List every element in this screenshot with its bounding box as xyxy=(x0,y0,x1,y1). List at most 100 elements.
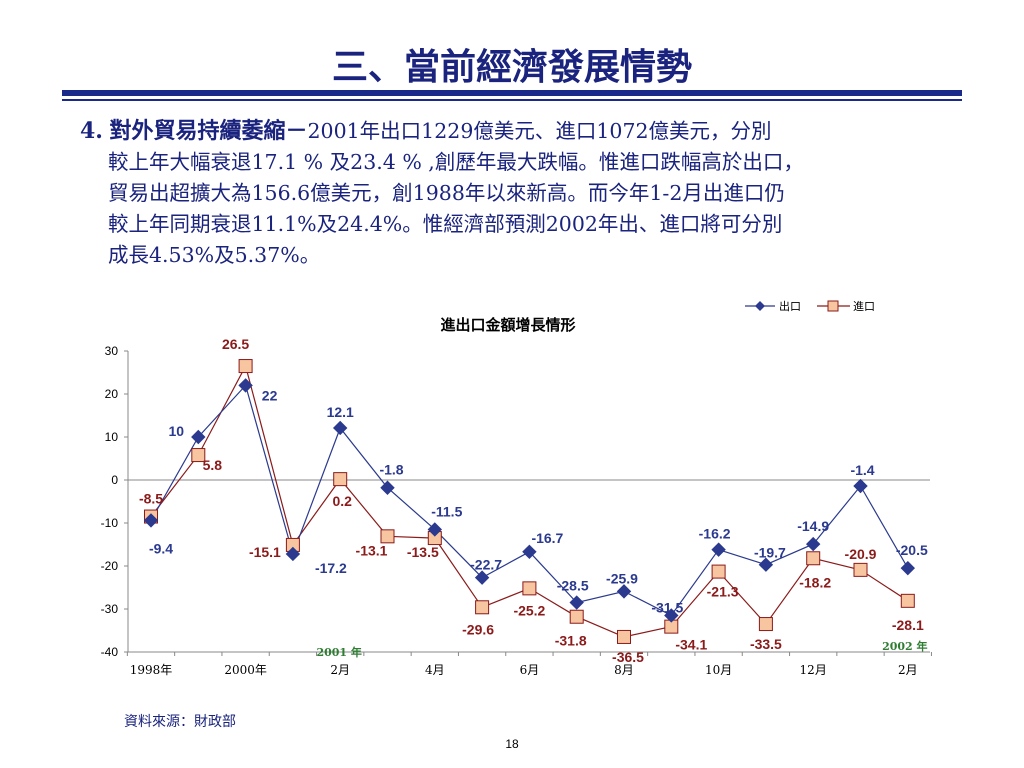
import-point xyxy=(380,529,395,544)
export-point xyxy=(711,542,726,557)
export-data-label: -22.7 xyxy=(470,557,502,573)
paragraph-line-4: 較上年同期衰退11.1%及24.4%。惟經濟部預測2002年出、進口將可分別 xyxy=(108,212,783,236)
paragraph-line-3: 貿易出超擴大為156.6億美元，創1988年以來新高。而今年1-2月出進口仍 xyxy=(108,181,785,205)
y-tick-label: 20 xyxy=(105,387,119,401)
import-data-label: -13.1 xyxy=(356,542,388,558)
trade-growth-chart: 進出口金額增長情形 30 20 10 0 -10 -20 -30 -40 1998年 2000年 2月… xyxy=(101,299,932,677)
slide-title: 三、當前經濟發展情勢 xyxy=(331,46,692,88)
import-point xyxy=(522,581,537,596)
export-data-label: -31.5 xyxy=(651,599,683,615)
export-data-label: -16.7 xyxy=(531,530,563,546)
year-annotation-2002: 2002 年 xyxy=(882,639,927,653)
export-data-label: -17.2 xyxy=(315,560,347,576)
export-point xyxy=(380,480,395,495)
import-data-label: -15.1 xyxy=(249,544,281,560)
title-underline-thin xyxy=(62,99,962,101)
legend-export-label: 出口 xyxy=(779,299,801,313)
import-point xyxy=(711,564,726,579)
export-data-label: 10 xyxy=(169,423,185,439)
export-data-label: -14.9 xyxy=(797,518,829,534)
export-point xyxy=(191,429,206,445)
paragraph-line-5: 成長4.53%及5.37%。 xyxy=(108,243,321,267)
export-point xyxy=(616,584,632,599)
y-tick-label: 30 xyxy=(105,344,119,358)
import-point xyxy=(617,629,631,644)
import-data-label: -20.9 xyxy=(845,546,877,562)
y-tick-label: -40 xyxy=(101,645,119,659)
import-data-label: -34.1 xyxy=(675,637,707,653)
export-point xyxy=(474,570,490,585)
export-data-label: 22 xyxy=(262,387,278,403)
export-point xyxy=(332,420,348,436)
export-series-line xyxy=(150,384,909,617)
export-data-label: -25.9 xyxy=(606,570,638,586)
import-data-label: -21.3 xyxy=(707,584,739,600)
page-number: 18 xyxy=(505,737,519,751)
export-data-label: -1.8 xyxy=(379,462,403,478)
y-tick-label: -10 xyxy=(101,516,119,530)
export-point xyxy=(427,522,443,537)
paragraph-text: 2001年出口1229億美元、進口1072億美元，分別 xyxy=(307,119,772,143)
export-data-label: -16.2 xyxy=(699,526,731,542)
legend-export-marker xyxy=(755,301,765,311)
export-point xyxy=(238,378,253,393)
import-series-line xyxy=(150,364,909,638)
legend-import-label: 進口 xyxy=(853,300,875,313)
legend-import-marker xyxy=(827,300,839,312)
section-number: 4. xyxy=(80,118,103,144)
import-point xyxy=(333,472,348,487)
source-note: 資料來源：財政部 xyxy=(124,714,236,730)
export-data-label: -20.5 xyxy=(896,542,928,558)
import-data-label: -8.5 xyxy=(139,491,163,507)
import-point xyxy=(900,593,915,608)
y-tick-label: 0 xyxy=(111,473,118,487)
export-point xyxy=(805,536,821,552)
import-data-label: -33.5 xyxy=(750,636,782,652)
import-data-label: 26.5 xyxy=(222,336,249,352)
body-paragraph: 4. 對外貿易持續萎縮－2001年出口1229億美元、進口1072億美元，分別 … xyxy=(80,116,980,271)
import-data-label: -29.6 xyxy=(462,621,494,637)
import-point xyxy=(758,617,773,632)
import-data-label: -18.2 xyxy=(799,574,831,590)
export-point xyxy=(758,557,774,572)
paragraph-line-2: 較上年大幅衰退17.1 % 及23.4 % ,創歷年最大跌幅。惟進口跌幅高於出口… xyxy=(108,150,804,174)
import-point xyxy=(475,600,490,615)
export-point xyxy=(285,546,301,562)
x-tick-label: 10月 xyxy=(705,663,732,677)
x-tick-label: 2月 xyxy=(330,663,350,677)
import-data-label: -31.8 xyxy=(555,633,587,649)
export-point xyxy=(853,478,868,494)
export-data-label: 12.1 xyxy=(327,404,354,420)
chart-title: 進出口金額增長情形 xyxy=(440,316,575,334)
import-point xyxy=(238,359,253,374)
paragraph-line-1: 4. 對外貿易持續萎縮－2001年出口1229億美元、進口1072億美元，分別 xyxy=(80,116,980,147)
x-tick-label: 8月 xyxy=(614,663,634,677)
x-tick-label: 6月 xyxy=(520,663,540,677)
export-point xyxy=(522,544,537,560)
x-tick-label: 2月 xyxy=(898,663,918,677)
export-point xyxy=(569,595,584,610)
y-tick-label: 10 xyxy=(105,430,119,444)
x-tick-label: 2000年 xyxy=(224,663,267,677)
import-data-label: -28.1 xyxy=(892,617,924,633)
x-tick-label: 4月 xyxy=(425,663,445,677)
year-annotation-2001: 2001 年 xyxy=(316,645,361,659)
export-data-label: -28.5 xyxy=(557,578,589,594)
export-point xyxy=(900,560,916,576)
import-data-label: -36.5 xyxy=(612,649,644,665)
import-data-label: -25.2 xyxy=(513,602,545,618)
export-data-label: -1.4 xyxy=(850,462,874,478)
x-tick-label: 1998年 xyxy=(130,663,173,677)
y-tick-label: -30 xyxy=(101,602,119,616)
import-point xyxy=(569,609,584,624)
export-point xyxy=(143,513,159,528)
import-point xyxy=(853,562,868,577)
import-point xyxy=(806,551,821,566)
export-data-label: -11.5 xyxy=(431,503,462,519)
title-underline-thick xyxy=(62,90,962,96)
export-data-label: -19.7 xyxy=(754,545,786,561)
x-tick-label: 12月 xyxy=(800,663,827,677)
import-data-label: -13.5 xyxy=(407,544,439,560)
import-data-label: 5.8 xyxy=(203,457,223,473)
export-data-label: -9.4 xyxy=(149,540,173,556)
